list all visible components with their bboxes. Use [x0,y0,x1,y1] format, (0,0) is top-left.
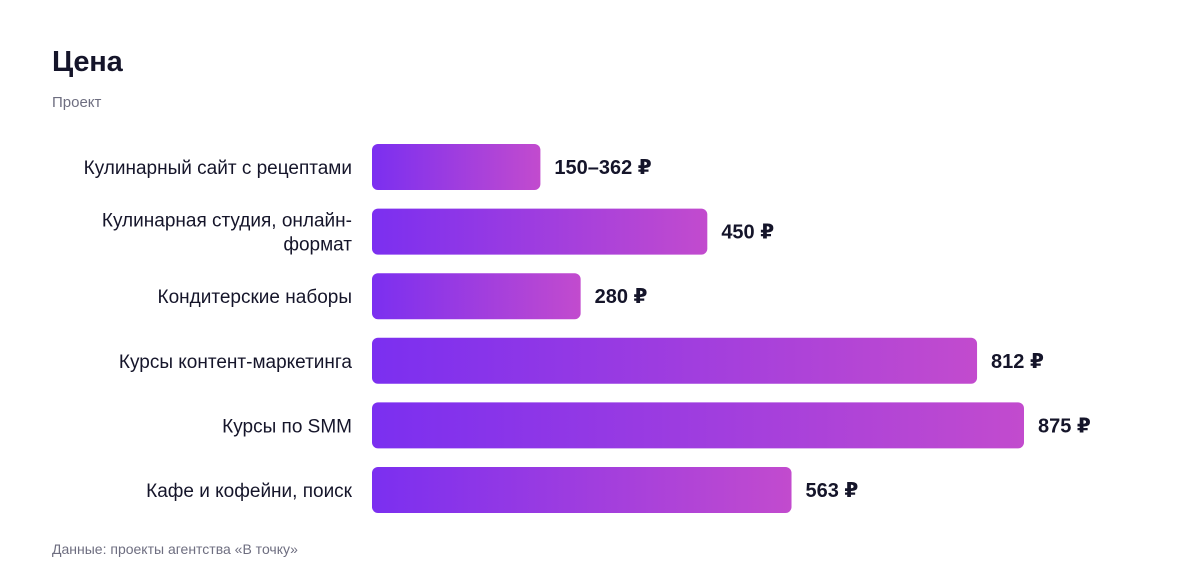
category-label: Курсы контент-маркетинга [119,352,352,373]
bar [372,273,581,320]
category-label: Кондитерские наборы [158,287,352,308]
value-label: 563 ₽ [806,480,859,502]
value-label: 280 ₽ [595,286,648,308]
bar [372,144,541,190]
category-label: Кулинарная студия, онлайн-формат [102,211,352,256]
bar [372,467,792,513]
category-label-line: Кондитерские наборы [158,287,352,308]
bar [372,208,708,255]
value-label: 150–362 ₽ [554,157,651,179]
category-label-line: формат [283,235,352,256]
category-label: Кулинарный сайт с рецептами [84,158,352,179]
category-label-line: Кулинарный сайт с рецептами [84,158,352,179]
category-label: Курсы по SMM [222,416,352,437]
value-label: 875 ₽ [1038,415,1091,437]
chart-title: Цена [52,46,123,78]
category-label-line: Курсы по SMM [222,416,352,437]
category-label: Кафе и кофейни, поиск [146,481,353,502]
category-label-line: Курсы контент-маркетинга [119,352,352,373]
category-label-line: Кафе и кофейни, поиск [146,481,353,502]
bar [372,402,1024,449]
value-label: 812 ₽ [991,351,1044,373]
chart-subtitle: Проект [52,94,102,111]
chart-footnote: Данные: проекты агентства «В точку» [52,541,298,557]
bar [372,337,978,384]
category-label-line: Кулинарная студия, онлайн- [102,211,352,232]
value-label: 450 ₽ [721,222,774,244]
